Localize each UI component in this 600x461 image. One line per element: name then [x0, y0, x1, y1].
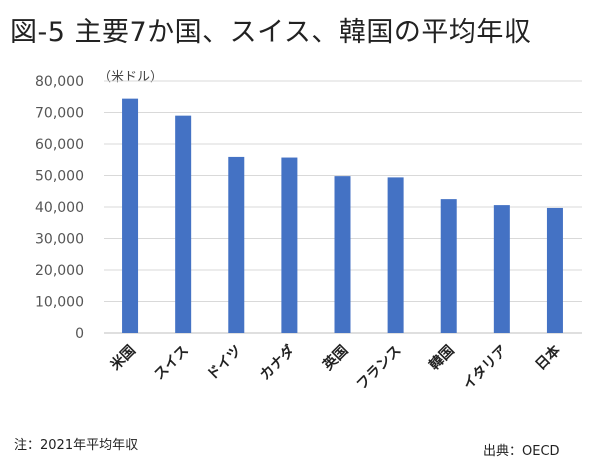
x-tick-label: 米国 — [107, 342, 139, 374]
y-tick-label: 60,000 — [35, 137, 84, 153]
bar — [387, 177, 404, 333]
bar — [228, 156, 245, 333]
x-tick-label: イタリア — [460, 343, 511, 394]
y-tick-label: 20,000 — [35, 263, 84, 279]
source-note: 出典：OECD — [483, 444, 560, 459]
bar — [175, 115, 192, 334]
bar — [122, 98, 139, 333]
y-tick-label: 10,000 — [35, 295, 84, 311]
x-tick-label: 日本 — [532, 341, 565, 374]
chart-title: 図-5 主要7か国、スイス、韓国の平均年収 — [10, 17, 532, 48]
y-tick-label: 40,000 — [35, 200, 84, 216]
bar — [493, 205, 510, 333]
bar — [281, 157, 298, 333]
y-tick-label: 30,000 — [35, 232, 84, 248]
x-tick-label: 韓国 — [426, 342, 458, 374]
x-tick-label: フランス — [354, 343, 405, 394]
x-tick-label: 英国 — [319, 342, 352, 375]
x-tick-label: スイス — [151, 343, 192, 384]
x-tick-label: ドイツ — [204, 343, 245, 384]
bar — [440, 199, 457, 333]
y-tick-label: 50,000 — [35, 169, 84, 185]
y-tick-label: 0 — [75, 326, 84, 342]
bar — [546, 207, 563, 333]
y-tick-label: 70,000 — [35, 106, 84, 122]
y-tick-label: 80,000 — [35, 74, 84, 90]
footnote: 注：2021年平均年収 — [14, 438, 139, 453]
x-tick-label: カナダ — [256, 342, 298, 384]
bar — [334, 176, 351, 333]
